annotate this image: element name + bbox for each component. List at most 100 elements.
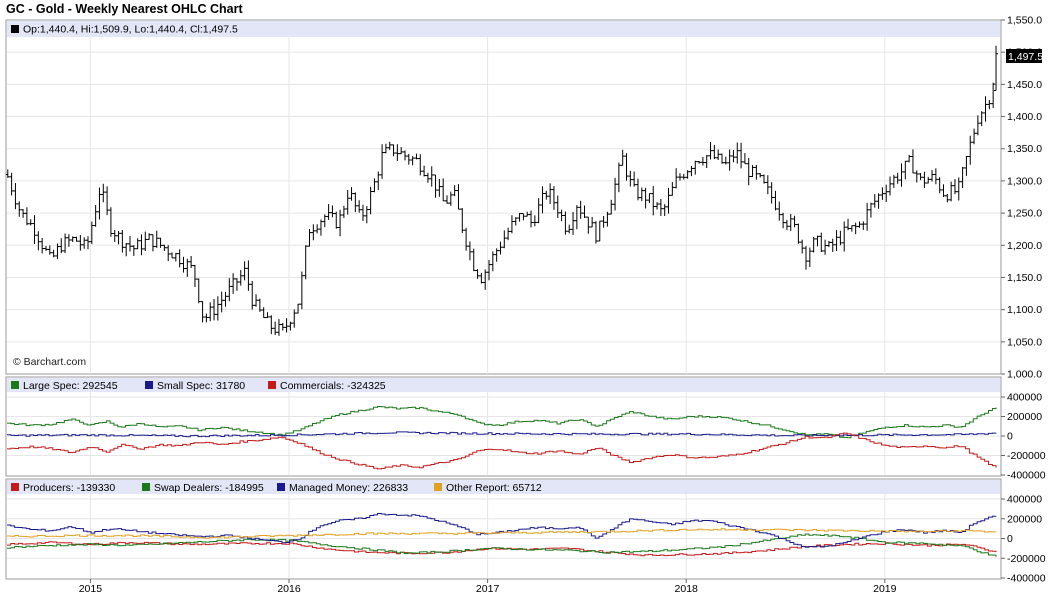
ohlc-bar — [643, 187, 648, 209]
ohlc-bar — [170, 252, 175, 259]
price-panel[interactable]: Op:1,440.4, Hi:1,509.9, Lo:1,440.4, Cl:1… — [5, 15, 1043, 381]
ohlc-bar — [150, 234, 155, 252]
ohlc-bar — [391, 144, 396, 157]
ohlc-bar — [796, 223, 801, 244]
y-tick-label: 200000 — [1007, 411, 1042, 423]
ohlc-bar — [257, 298, 262, 312]
y-tick-label: 1,150.0 — [1007, 272, 1042, 284]
ohlc-bar — [693, 160, 698, 175]
ohlc-bar-last — [994, 45, 999, 92]
ohlc-bar — [651, 186, 656, 216]
ohlc-bar — [200, 301, 205, 323]
ohlc-bar — [540, 186, 545, 214]
ohlc-bar — [777, 201, 782, 221]
ohlc-bar — [5, 169, 10, 178]
ohlc-bar — [215, 296, 220, 321]
last-price-box — [1006, 49, 1042, 63]
y-tick-label: 1,300.0 — [1007, 175, 1042, 187]
ohlc-bar — [311, 224, 316, 241]
ohlc-bar — [185, 258, 190, 277]
ohlc-bar — [616, 162, 621, 193]
price-yticks: 1,550.01,500.01,450.01,400.01,350.01,300… — [1001, 15, 1042, 381]
ohlc-bar — [930, 170, 935, 182]
cot-disagg-legend-band — [7, 480, 1000, 494]
cot-disagg-yticks: 400000 200000 0 -200000 -400000 — [1001, 494, 1046, 585]
ohlc-bar — [28, 219, 33, 226]
ohlc-bar — [968, 135, 973, 165]
ohlc-bar — [51, 249, 56, 258]
ohlc-bar — [807, 247, 812, 268]
ohlc-bar — [376, 171, 381, 191]
ohlc-bar — [945, 193, 950, 203]
ohlc-bar — [139, 234, 144, 256]
ohlc-bar — [276, 319, 281, 336]
ohlc-bar — [712, 144, 717, 160]
ohlc-bar — [380, 144, 385, 179]
swap-dealers-series-line — [7, 533, 997, 557]
commercials-legend: Commercials: -324325 — [280, 380, 386, 392]
y-tick-label: 400000 — [1007, 392, 1042, 404]
ohlc-bar — [280, 322, 285, 331]
ohlc-bar — [490, 251, 495, 272]
ohlc-bar — [360, 204, 365, 221]
cot-disagg-panel[interactable]: Producers: -139330 Swap Dealers: -184995… — [5, 478, 1046, 585]
last-price-label: 1,497.5 — [1008, 51, 1043, 63]
swap-dealers-swatch — [142, 483, 150, 491]
cot-specs-lines — [7, 406, 997, 470]
ohlc-bar — [498, 241, 503, 255]
ohlc-bar — [578, 200, 583, 219]
ohlc-bar — [903, 160, 908, 180]
other-report-legend: Other Report: 65712 — [446, 482, 542, 494]
ohlc-bar — [865, 202, 870, 231]
ohlc-bar — [334, 211, 339, 229]
ohlc-bar — [353, 192, 358, 213]
ohlc-bar — [338, 209, 343, 237]
ohlc-bar — [418, 154, 423, 176]
ohlc-bar — [769, 182, 774, 204]
ohlc-bar — [956, 177, 961, 201]
ohlc-bar — [677, 173, 682, 181]
ohlc-bar — [842, 221, 847, 252]
chart-title: GC - Gold - Weekly Nearest OHLC Chart — [6, 2, 243, 16]
cot-specs-panel[interactable]: Large Spec: 292545 Small Spec: 31780 Com… — [5, 376, 1046, 482]
ohlc-bar — [723, 156, 728, 165]
ohlc-bar — [804, 246, 809, 270]
ohlc-bar — [13, 182, 18, 210]
ohlc-bar — [273, 321, 278, 336]
ohlc-bar — [601, 215, 606, 228]
ohlc-bar — [559, 209, 564, 222]
ohlc-bar — [574, 205, 579, 230]
ohlc-bar — [513, 217, 518, 226]
ohlc-bar — [529, 210, 534, 228]
ohlc-bar — [254, 294, 259, 307]
x-axis: 2015 2016 2017 2018 2019 — [79, 579, 897, 595]
ohlc-bar — [189, 255, 194, 268]
ohlc-bar — [517, 212, 522, 222]
ohlc-bar — [685, 170, 690, 179]
ohlc-bar — [40, 237, 45, 254]
ohlc-bar — [36, 231, 41, 251]
ohlc-bar — [964, 155, 969, 176]
ohlc-bar — [288, 321, 293, 331]
ohlc-bar — [548, 183, 553, 205]
ohlc-bar — [792, 215, 797, 228]
ohlc-bar — [571, 211, 576, 235]
ohlc-bar — [97, 187, 102, 220]
ohlc-bar — [975, 115, 980, 136]
ohlc-bar — [70, 236, 75, 242]
ohlc-bar — [739, 142, 744, 169]
ohlc-bar — [754, 164, 759, 180]
ohlc-bar — [422, 165, 427, 177]
ohlc-bar — [532, 215, 537, 227]
y-tick-label: 1,350.0 — [1007, 143, 1042, 155]
ohlc-bar — [234, 278, 239, 291]
ohlc-bar — [349, 187, 354, 201]
y-tick-label: 0 — [1007, 431, 1013, 443]
ohlc-bar — [853, 222, 858, 235]
ohlc-bar — [74, 236, 79, 242]
ohlc-bar — [131, 245, 136, 256]
ohlc-bar — [700, 156, 705, 166]
ohlc-bar — [647, 193, 652, 203]
ohlc-bar — [613, 177, 618, 211]
